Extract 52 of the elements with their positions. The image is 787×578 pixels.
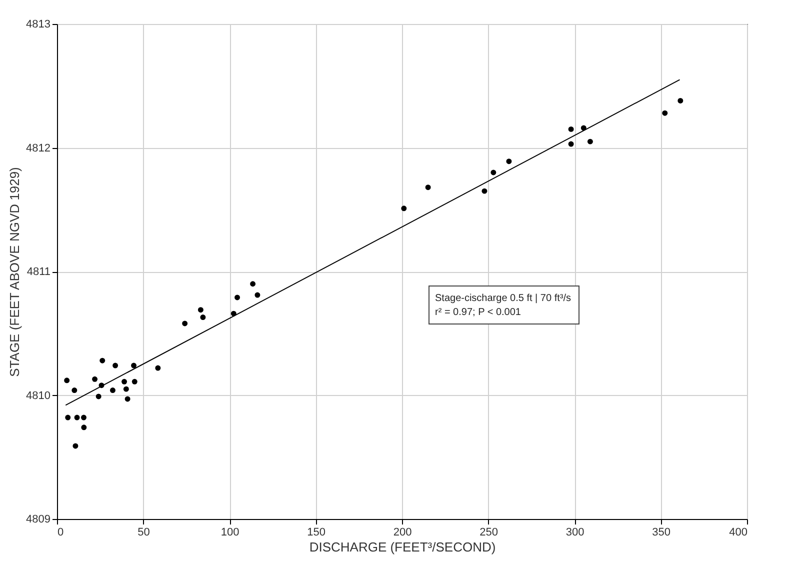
point	[425, 184, 431, 190]
point	[81, 424, 87, 430]
point	[81, 414, 86, 420]
x-tick-label: 0	[58, 526, 64, 538]
point	[568, 141, 574, 147]
point	[182, 320, 188, 326]
y-tick-label: 4809	[26, 514, 50, 526]
point	[568, 126, 574, 132]
point	[72, 443, 78, 449]
x-tick-label: 150	[307, 526, 326, 538]
point	[250, 281, 256, 287]
point	[587, 138, 593, 144]
annotation: Stage-cischarge 0.5 ft | 70 ft³/s	[435, 293, 571, 304]
point	[100, 358, 106, 364]
x-tick-label: 100	[220, 526, 240, 538]
y-axis-title: STAGE (FEET ABOVE NGVD 1929)	[7, 167, 22, 377]
point	[122, 378, 128, 384]
point	[490, 170, 496, 176]
point	[198, 307, 204, 313]
point	[254, 292, 260, 298]
point	[110, 388, 116, 394]
x-tick-label: 350	[652, 526, 670, 538]
y-tick-label: 4813	[26, 18, 50, 30]
y-tick-label: 4811	[26, 266, 50, 278]
point	[401, 206, 407, 212]
y-tick-label: 4810	[26, 390, 50, 402]
y-tick-label: 4812	[26, 142, 50, 154]
point	[96, 394, 102, 400]
point	[112, 362, 118, 368]
point	[131, 362, 136, 368]
x-tick-label: 200	[393, 526, 412, 538]
x-tick-label: 50	[138, 526, 150, 538]
x-axis-title: DISCHARGE (FEET³/SECOND)	[309, 540, 496, 554]
point	[65, 414, 71, 420]
point	[64, 378, 70, 384]
point	[678, 98, 684, 104]
point	[72, 388, 78, 394]
annotation: r² = 0.97; P < 0.001	[435, 307, 522, 318]
point	[155, 365, 161, 371]
point	[74, 414, 80, 420]
point	[92, 376, 98, 382]
point	[123, 386, 129, 392]
point	[132, 378, 138, 384]
point	[662, 110, 668, 116]
point	[200, 314, 206, 320]
x-tick-label: 300	[566, 526, 584, 538]
point	[506, 158, 512, 164]
x-tick-label: 400	[729, 526, 748, 538]
x-tick-label: 250	[480, 526, 498, 538]
point	[124, 396, 130, 402]
point	[482, 188, 488, 194]
point	[234, 294, 240, 300]
